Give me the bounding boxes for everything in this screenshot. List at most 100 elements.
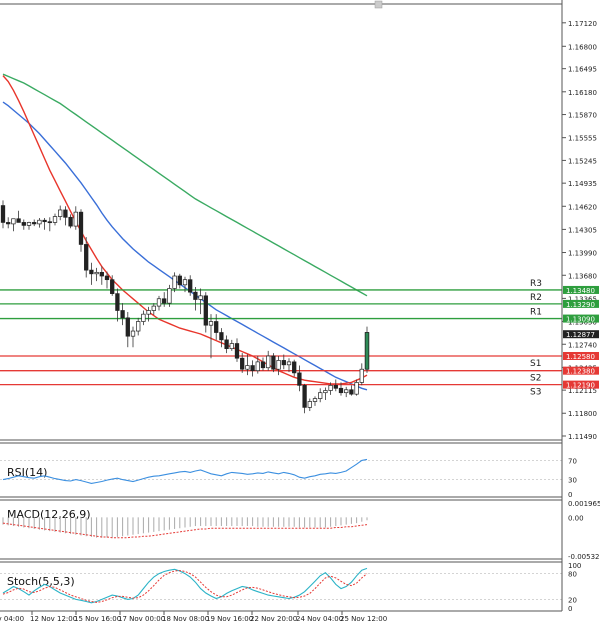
pivot-price-tag xyxy=(563,352,599,361)
pivot-price-tag xyxy=(563,314,599,323)
bear-candle xyxy=(42,219,47,223)
stoch-d-line xyxy=(2,570,368,603)
bear-candle xyxy=(16,218,21,223)
bull-candle xyxy=(130,330,136,337)
bull-candle xyxy=(344,389,349,394)
macd-histogram xyxy=(2,517,368,538)
bull-candle xyxy=(156,298,162,307)
price-tick-label: 1.16495 xyxy=(568,66,597,74)
current-price-label: 1.12877 xyxy=(566,331,595,339)
bull-candle xyxy=(229,343,234,350)
pivot-name-s1: S1 xyxy=(530,359,541,369)
time-tick-label: 17 Nov 00:00 xyxy=(118,615,165,623)
bull-candle xyxy=(167,288,172,304)
ma-fast-line xyxy=(2,75,368,385)
price-tick-label: 1.12115 xyxy=(568,387,597,395)
stoch-tick-label: 100 xyxy=(568,562,581,570)
scroll-indicator[interactable] xyxy=(374,0,383,9)
stoch-label: Stoch(5,5,3) xyxy=(7,575,75,588)
bull-candle xyxy=(354,382,359,395)
bear-candle xyxy=(338,387,344,394)
pivot-price-label: 1.13480 xyxy=(566,287,595,295)
rsi-tick-label: 0 xyxy=(568,491,572,499)
bull-candle xyxy=(328,385,333,391)
bull-candle xyxy=(151,305,156,311)
bull-candle xyxy=(266,355,271,369)
pivot-name-s3: S3 xyxy=(530,388,541,398)
price-tick-label: 1.14935 xyxy=(568,180,597,188)
bull-candle xyxy=(318,392,323,399)
pivot-price-tag xyxy=(563,299,599,308)
bear-candle xyxy=(302,385,307,408)
bear-candle xyxy=(281,360,286,366)
pivot-price-label: 1.12380 xyxy=(566,368,595,376)
bear-candle xyxy=(104,275,110,281)
macd-axis: 0.001965 0.00 -0.005325 xyxy=(568,500,600,561)
bull-candle xyxy=(198,295,203,300)
pivot-name-r2: R2 xyxy=(530,293,542,303)
pivot-price-label: 1.13090 xyxy=(566,316,595,324)
price-tick-label: 1.13990 xyxy=(568,250,597,258)
rsi-line xyxy=(2,458,368,484)
pivot-name-r3: R3 xyxy=(530,279,542,289)
bull-candle xyxy=(11,218,16,225)
bear-candle xyxy=(333,385,338,389)
stoch-tick-label: 0 xyxy=(568,605,572,613)
bear-candle xyxy=(21,222,26,226)
bear-candle xyxy=(219,332,224,341)
price-tick-label: 1.12740 xyxy=(568,341,597,349)
bear-candle xyxy=(0,205,6,223)
time-tick-label: 15 Nov 16:00 xyxy=(74,615,121,623)
time-tick-label: 22 Nov 20:00 xyxy=(250,615,297,623)
bear-candle xyxy=(188,279,193,293)
bull-candle xyxy=(136,321,141,332)
bull-candle xyxy=(255,361,260,372)
pivot-name-s2: S2 xyxy=(530,374,541,384)
bull-candle xyxy=(52,216,58,223)
macd-signal-line xyxy=(2,522,368,539)
price-tick-label: 1.17120 xyxy=(568,20,597,28)
bull-candle xyxy=(73,211,78,227)
bull-candle xyxy=(182,279,188,286)
bull-candle xyxy=(323,390,328,394)
bear-candle xyxy=(250,365,255,372)
price-tick-label: 1.15555 xyxy=(568,135,597,143)
bull-candle xyxy=(37,219,42,225)
bull-candle xyxy=(312,398,318,402)
bear-candle xyxy=(99,271,104,277)
macd-signal-series xyxy=(2,522,368,539)
price-panel: 1.17120 1.16800 1.16495 1.16180 1.15870 1.155… xyxy=(0,3,599,441)
bear-candle xyxy=(349,389,354,395)
bull-candle xyxy=(359,368,364,383)
price-tick-label: 1.11800 xyxy=(568,410,597,418)
bear-candle xyxy=(177,275,182,286)
scroll-marker[interactable] xyxy=(374,0,383,9)
bear-candle xyxy=(260,361,266,369)
pivot-name-r1: R1 xyxy=(530,308,542,318)
macd-tick-label: 0.001965 xyxy=(568,500,600,508)
bear-candle xyxy=(292,361,297,374)
bull-candle xyxy=(146,310,151,315)
pivot-price-label: 1.12580 xyxy=(566,353,595,361)
stoch-tick-label: 20 xyxy=(568,596,577,604)
price-tick-label: 1.15245 xyxy=(568,157,597,165)
pivot-price-tag xyxy=(563,366,599,375)
bull-candle xyxy=(286,361,292,366)
macd-label: MACD(12,26,9) xyxy=(7,508,91,521)
bear-candle xyxy=(115,293,120,311)
macd-tick-label: -0.005325 xyxy=(568,553,600,561)
bear-candle xyxy=(63,209,68,218)
bear-candle xyxy=(193,291,198,300)
time-tick-label: 18 Nov 08:00 xyxy=(162,615,209,623)
stoch-tick-label: 80 xyxy=(568,571,577,579)
rsi-tick-label: 30 xyxy=(568,477,577,485)
bear-candle xyxy=(47,221,52,224)
bull-candle xyxy=(94,271,99,275)
current-price-tag xyxy=(563,330,599,339)
bear-candle xyxy=(297,372,302,386)
macd-panel: MACD(12,26,9) 0.001965 0.00 -0.005325 xyxy=(0,499,600,561)
